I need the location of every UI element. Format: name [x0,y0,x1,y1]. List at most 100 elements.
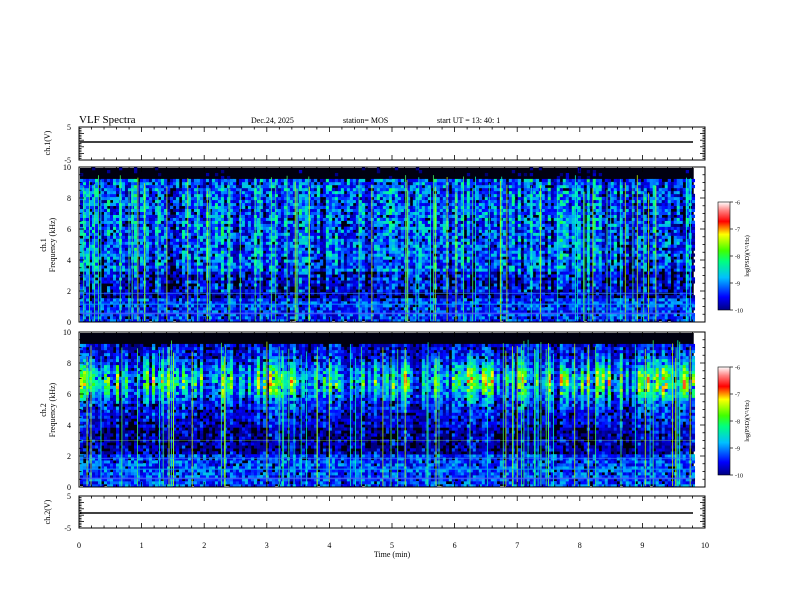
spectrogram-cell [109,181,114,186]
spectrogram-cell [277,196,282,201]
spectrogram-cell [289,205,294,210]
spectrogram-cell [247,286,252,290]
spectrogram-cell [181,262,186,266]
spectrogram-cell [154,262,159,266]
spectrogram-cell [106,295,111,299]
spectrogram-cell [271,196,276,201]
spectrogram-cell [373,190,378,195]
spectrogram-cell [208,280,213,284]
spectrogram-cell [283,241,288,245]
spectrogram-cell [310,250,315,254]
spectrogram-cell [199,226,204,230]
spectrogram-cell [232,301,237,305]
spectrogram-cell [250,226,255,230]
spectrogram-cell [181,226,186,230]
spectrogram-cell [412,184,417,189]
spectrogram-cell [286,205,291,210]
spectrogram-cell [394,178,399,183]
spectrogram-cell [349,193,354,198]
spectrogram-cell [256,319,261,323]
spectrogram-cell [139,292,144,296]
spectrogram-cell [154,241,159,245]
spectrogram-cell [376,271,381,275]
spectrogram-cell [190,235,195,239]
spectrogram-cell [160,193,165,198]
spectrogram-cell [316,250,321,254]
spectrogram-cell [361,286,366,290]
spectrogram-cell [196,214,201,218]
spectrogram-cell [166,310,171,314]
spectrogram-cell [154,304,159,308]
spectrogram-cell [268,307,273,311]
spectrogram-cell [229,277,234,281]
spectrogram-cell [217,199,222,204]
spectrogram-cell [310,310,315,314]
spectrogram-cell [301,268,306,272]
spectrogram-cell [271,202,276,207]
spectrogram-cell [184,241,189,245]
spectrogram-cell [91,223,96,227]
spectrogram-cell [355,226,360,230]
spectrogram-cell [346,271,351,275]
spectrogram-cell [172,181,177,186]
spectrogram-cell [136,208,141,213]
spectrogram-cell [409,304,414,308]
spectrogram-cell [232,235,237,239]
spectrogram-cell [199,247,204,251]
spectrogram-cell [280,235,285,239]
spectrogram-cell [127,214,132,218]
spectrogram-cell [89,268,93,272]
spectrogram-cell [358,217,363,221]
spectrogram-cell [259,298,264,302]
spectrogram-cell [247,277,252,281]
spectrogram-cell [379,250,384,254]
spectrogram-cell [187,238,192,242]
spectrogram-cell [202,316,207,320]
spectrogram-cell [310,298,315,302]
spectrogram-cell [103,223,108,227]
spectrogram-cell [199,319,204,323]
spectrogram-cell [124,226,129,230]
spectrogram-cell [97,208,102,213]
spectrogram-cell [232,193,237,198]
spectrogram-cell [100,319,105,323]
spectrogram-cell [388,301,393,305]
spectrogram-cell [112,301,117,305]
spectrogram-cell [400,208,405,213]
spectrogram-cell [316,301,321,305]
spectrogram-cell [202,238,207,242]
spectrogram-cell [208,262,213,266]
spectrogram-cell [268,199,273,204]
spectrogram-cell [358,280,363,284]
spectrogram-cell [172,229,177,233]
spectrogram-cell [346,244,351,248]
spectrogram-cell [214,238,219,242]
spectrogram-cell [406,202,411,207]
spectrogram-cell [103,310,108,314]
spectrogram-cell [406,271,411,275]
spectrogram-cell [367,313,372,317]
spectrogram-cell [364,247,369,251]
spectrogram-cell [295,178,300,183]
spectrogram-cell [115,301,120,305]
spectrogram-cell [412,280,417,284]
spectrogram-cell [80,241,84,245]
spectrogram-cell [89,319,93,323]
spectrogram-cell [385,190,390,195]
spectrogram-cell [385,289,390,293]
spectrogram-cell [298,169,303,174]
spectrogram-cell [379,265,384,269]
spectrogram-cell [83,283,87,287]
spectrogram-cell [319,304,324,308]
spectrogram-cell [97,301,102,305]
spectrogram-cell [409,301,414,305]
spectrogram-cell [106,235,111,239]
spectrogram-cell [370,253,375,257]
spectrogram-cell [346,214,351,218]
spectrogram-cell [94,301,99,305]
spectrogram-cell [289,307,294,311]
spectrogram-cell [181,232,186,236]
spectrogram-cell [379,292,384,296]
spectrogram-cell [259,199,264,204]
spectrogram-cell [232,250,237,254]
